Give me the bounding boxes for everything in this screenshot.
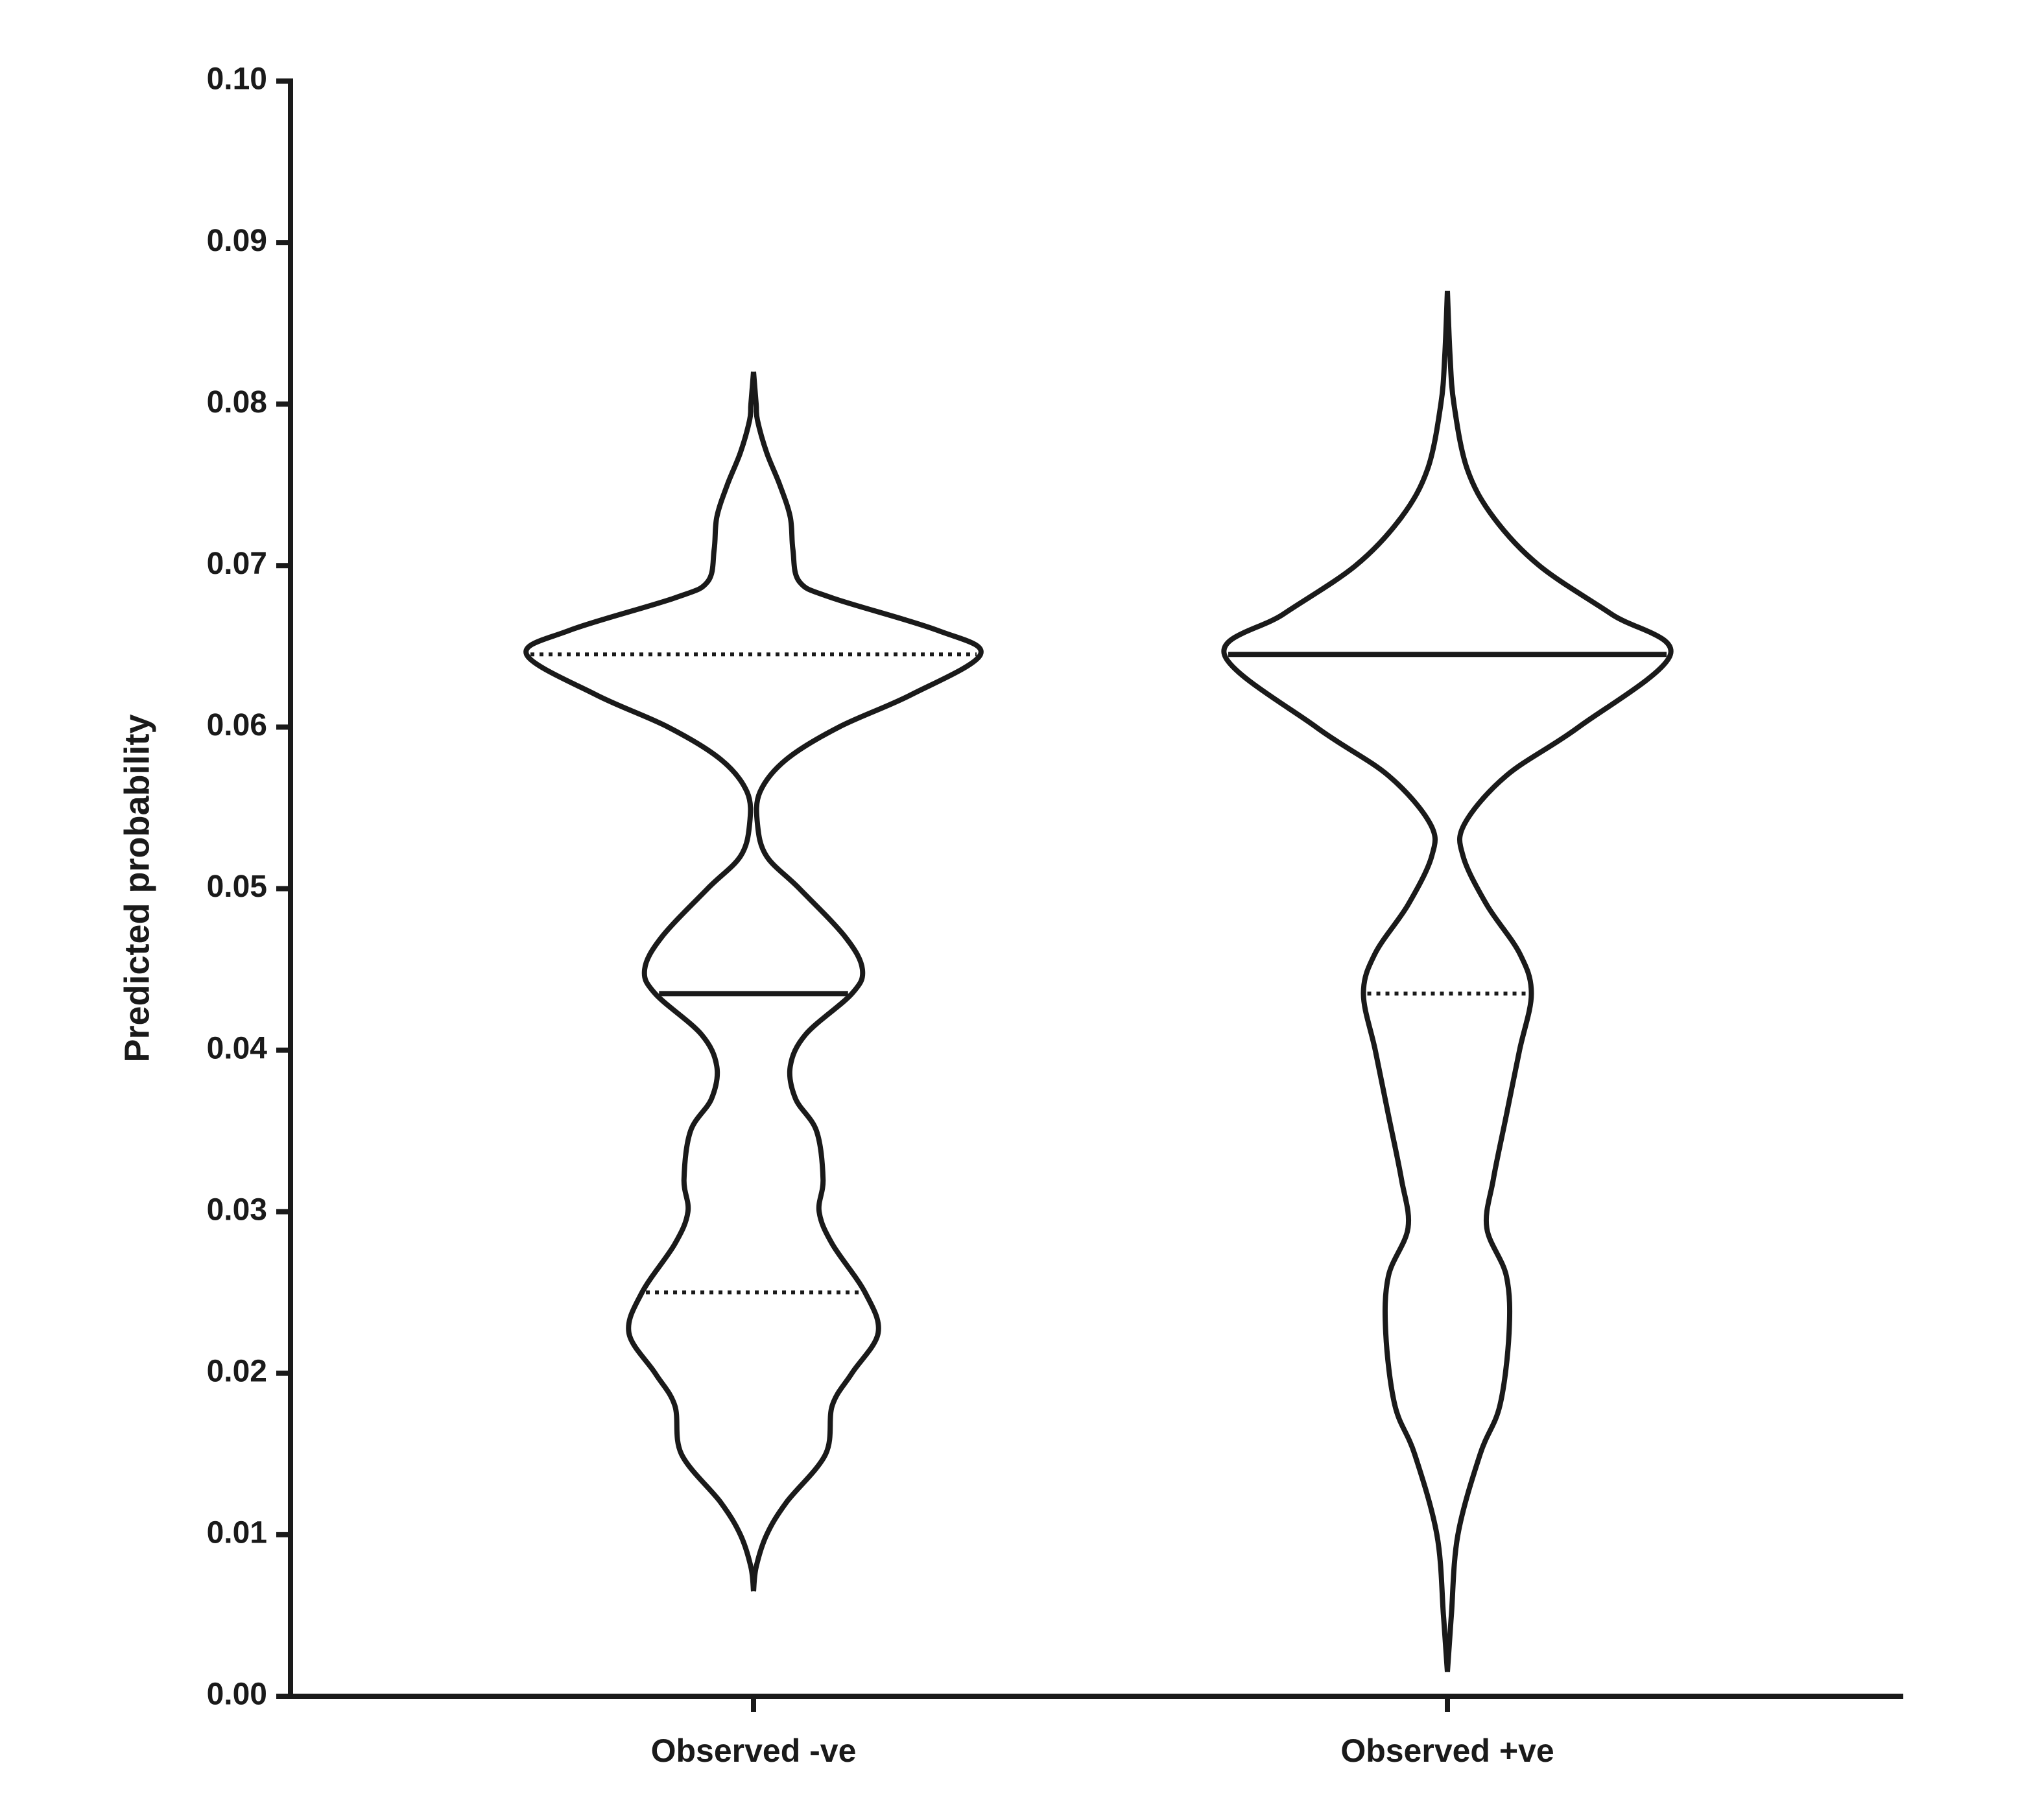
violin-right [1445,290,1674,1672]
violin-right [751,372,984,1592]
y-tick-label: 0.09 [207,224,267,258]
y-tick-label: 0.05 [207,870,267,904]
y-tick-label: 0.07 [207,547,267,581]
x-tick-label: Observed +ve [1340,1733,1554,1769]
y-tick-label: 0.08 [207,385,267,420]
y-tick-label: 0.01 [207,1516,267,1550]
y-axis-label: Predicted probability [117,714,156,1062]
x-tick-label: Observed -ve [651,1733,857,1769]
y-tick-label: 0.03 [207,1192,267,1227]
violin-left [1221,290,1450,1672]
y-tick-label: 0.06 [207,708,267,742]
y-tick-label: 0.00 [207,1677,267,1712]
y-tick-label: 0.04 [207,1031,268,1065]
y-tick-label: 0.02 [207,1354,267,1388]
y-tick-label: 0.10 [207,62,267,97]
violin-left [523,372,756,1592]
